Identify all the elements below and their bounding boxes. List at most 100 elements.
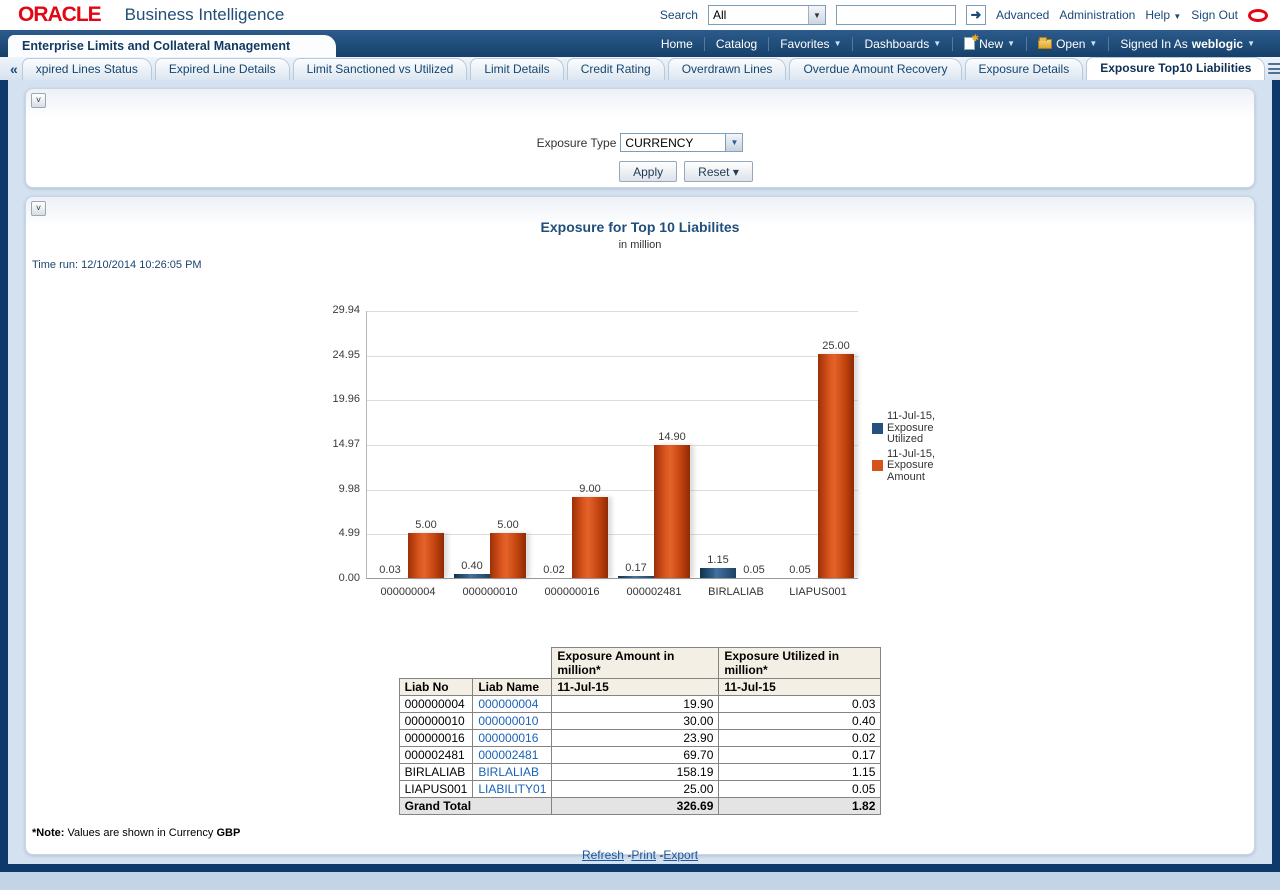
liab-name-link[interactable]: 000002481 (478, 748, 539, 762)
exposure-amount-cell: 69.70 (551, 746, 720, 764)
tab-limit-details[interactable]: Limit Details (470, 58, 564, 80)
group-header-utilized: Exposure Utilized in million* (718, 647, 882, 679)
nav-open[interactable]: Open ▼ (1027, 36, 1108, 51)
search-scope-select[interactable]: All ▼ (707, 5, 826, 25)
divider (852, 36, 854, 51)
bar-value-label: 0.17 (625, 562, 647, 574)
tab-overdrawn-lines[interactable]: Overdrawn Lines (667, 58, 787, 80)
x-axis-label: LIAPUS001 (789, 586, 847, 598)
currency-note: *Note: Values are shown in Currency GBP (32, 827, 241, 839)
bar-000002481-utilized[interactable] (618, 576, 654, 578)
liab-name-link[interactable]: BIRLALIAB (478, 765, 540, 779)
divider (1026, 36, 1028, 51)
apply-button[interactable]: Apply (619, 161, 678, 182)
bar-value-label: 0.05 (789, 564, 811, 576)
nav-favorites[interactable]: Favorites ▼ (780, 36, 842, 51)
search-go-button[interactable]: ➜ (965, 5, 986, 25)
liab-name-link[interactable]: 000000016 (478, 731, 539, 745)
print-link[interactable]: Print (631, 848, 657, 862)
chevron-down-icon[interactable]: ▼ (807, 6, 825, 24)
product-name: Business Intelligence (124, 5, 285, 24)
signed-in-menu[interactable]: Signed In As weblogic ▼ (1120, 36, 1255, 51)
y-axis-tick: 24.95 (332, 349, 360, 361)
nav-home[interactable]: Home (660, 36, 693, 51)
bar-000000010-utilized[interactable] (454, 574, 490, 578)
tab-scroll-left-icon[interactable]: « (10, 60, 18, 77)
x-axis-label: 000000004 (380, 586, 436, 598)
exposure-utilized-cell: 0.05 (718, 780, 882, 798)
report-subtitle: in million (618, 239, 662, 251)
collapse-section-button[interactable]: ˅ (31, 93, 46, 108)
oracle-logo: ORACLE (18, 3, 102, 26)
chart-plot: 0.03 5.00 000000004 0.40 5.00 000000010 0.02 9.… (366, 311, 858, 598)
advanced-link[interactable]: Advanced (995, 8, 1050, 22)
page-options-icon[interactable] (1268, 63, 1280, 74)
tab-exposure-details[interactable]: Exposure Details (964, 58, 1084, 80)
tab-xpired-lines-status[interactable]: xpired Lines Status (21, 58, 152, 80)
bar-value-label: 0.05 (743, 564, 765, 576)
bar-value-label: 14.90 (658, 431, 686, 443)
y-axis-tick: 14.97 (332, 438, 360, 450)
oracle-o-icon (1248, 8, 1268, 22)
exposure-type-input[interactable] (620, 133, 727, 152)
liab-name-link[interactable]: LIABILITY01 (478, 782, 547, 796)
table-row: LIAPUS001 LIABILITY01 25.00 0.05 (398, 780, 882, 798)
report-title: Exposure for Top 10 Liabilites (540, 219, 740, 235)
bar-000000004-amount[interactable] (408, 533, 444, 578)
administration-link[interactable]: Administration (1059, 8, 1136, 22)
grand-total-utilized: 1.82 (718, 797, 882, 815)
liab-name-link[interactable]: 000000004 (478, 697, 539, 711)
bar-LIAPUS001-amount[interactable] (818, 354, 854, 578)
dashboard-title: Enterprise Limits and Collateral Managem… (8, 35, 337, 57)
refresh-link[interactable]: Refresh (581, 848, 624, 862)
liab-name-cell: 000000004 (472, 695, 553, 713)
bar-000000010-amount[interactable] (490, 533, 526, 578)
liab-no-cell: 000000004 (398, 695, 474, 713)
table-row: 000000016 000000016 23.90 0.02 (398, 729, 882, 747)
x-axis-label: 000002481 (626, 586, 682, 598)
divider (1108, 36, 1110, 51)
sign-out-link[interactable]: Sign Out (1191, 8, 1238, 22)
table-group-header-row: Exposure Amount in million* Exposure Uti… (399, 647, 882, 679)
bar-000000016-amount[interactable] (572, 497, 608, 578)
help-menu[interactable]: Help ▼ (1145, 8, 1182, 22)
liab-name-link[interactable]: 000000010 (478, 714, 539, 728)
legend-swatch-icon (872, 460, 883, 472)
liab-name-cell: 000002481 (472, 746, 553, 764)
tab-limit-sanctioned-vs-utilized[interactable]: Limit Sanctioned vs Utilized (292, 58, 468, 80)
table-row: 000002481 000002481 69.70 0.17 (398, 746, 882, 764)
bar-BIRLALIAB-utilized[interactable] (700, 568, 736, 578)
time-run: Time run: 12/10/2014 10:26:05 PM (32, 259, 202, 271)
y-axis-tick: 0.00 (338, 572, 360, 584)
search-label: Search (659, 8, 698, 22)
export-link[interactable]: Export (663, 848, 699, 862)
chart: 0.03 5.00 000000004 0.40 5.00 000000010 0.02 9.… (26, 295, 1254, 598)
divider (768, 36, 770, 51)
nav-catalog[interactable]: Catalog (715, 36, 758, 51)
exposure-utilized-cell: 0.40 (718, 712, 882, 730)
filter-panel: ˅ Exposure Type ▼ Apply Reset ▾ (25, 88, 1255, 188)
tab-exposure-top10-liabilities[interactable]: Exposure Top10 Liabilities (1086, 57, 1266, 80)
exposure-amount-cell: 25.00 (551, 780, 720, 798)
exposure-utilized-cell: 0.02 (718, 729, 882, 747)
bar-value-label: 25.00 (822, 340, 850, 352)
chart-legend: 11-Jul-15, Exposure Utilized 11-Jul-15, E… (872, 410, 946, 483)
liab-name-cell: 000000010 (472, 712, 553, 730)
exposure-amount-cell: 23.90 (551, 729, 720, 747)
chevron-down-icon[interactable]: ▼ (726, 133, 744, 152)
exposure-type-combobox[interactable]: ▼ (620, 133, 744, 152)
bar-000002481-amount[interactable] (654, 445, 690, 578)
y-axis-tick: 4.99 (338, 527, 360, 539)
nav-new[interactable]: ✱ New ▼ (953, 33, 1026, 51)
tab-credit-rating[interactable]: Credit Rating (566, 58, 665, 80)
liab-no-cell: 000002481 (398, 746, 474, 764)
chart-gridline (367, 400, 858, 401)
table-row: 000000010 000000010 30.00 0.40 (398, 712, 882, 730)
tab-overdue-amount-recovery[interactable]: Overdue Amount Recovery (789, 58, 962, 80)
reset-button[interactable]: Reset ▾ (684, 161, 753, 182)
collapse-section-button[interactable]: ˅ (31, 201, 46, 216)
tab-expired-line-details[interactable]: Expired Line Details (154, 58, 290, 80)
nav-dashboards[interactable]: Dashboards ▼ (864, 36, 942, 51)
search-input[interactable] (835, 5, 956, 25)
table-header-row: Liab No Liab Name 11-Jul-15 11-Jul-15 (398, 678, 882, 696)
